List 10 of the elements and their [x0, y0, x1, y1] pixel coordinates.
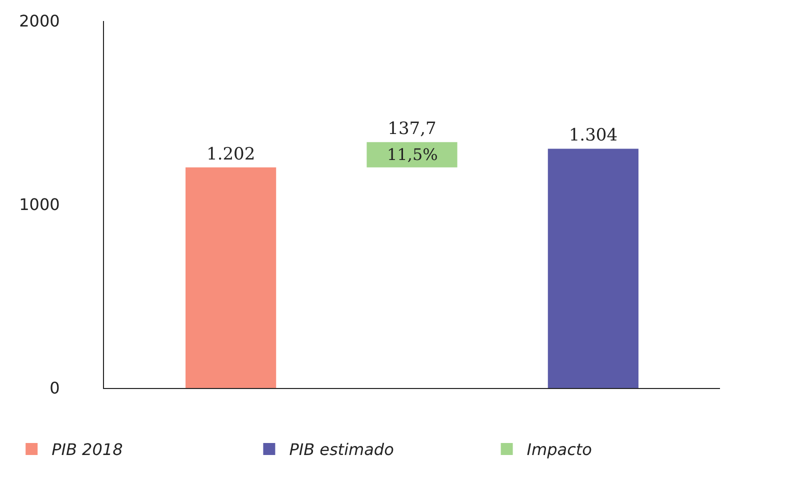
- y-tick-label: 1000: [19, 195, 60, 214]
- data-label: 1.202: [206, 144, 256, 164]
- y-tick-label: 0: [50, 378, 60, 398]
- legend-label: PIB 2018: [52, 440, 123, 460]
- annotation: 11,5%: [387, 145, 438, 164]
- legend-label: PIB estimado: [289, 440, 394, 460]
- data-label: 137,7: [388, 119, 436, 140]
- data-label: 1.304: [568, 126, 618, 146]
- legend-label: Impacto: [526, 440, 592, 460]
- y-tick-label: 2000: [19, 12, 60, 31]
